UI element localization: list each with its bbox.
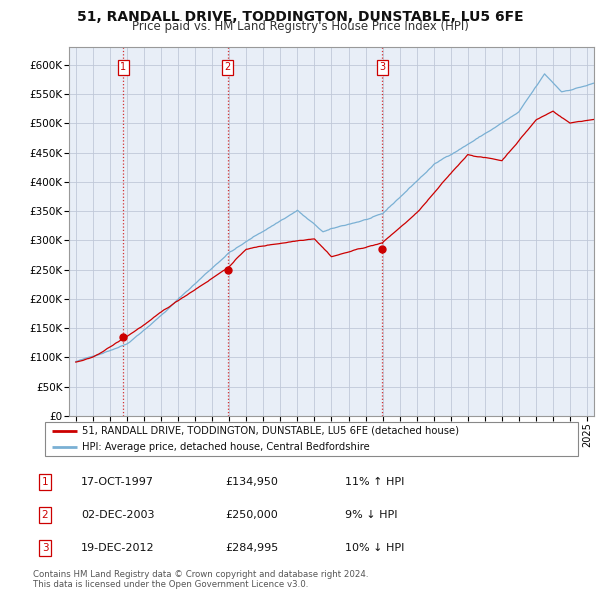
Text: 2: 2 (225, 63, 231, 73)
Text: 1: 1 (121, 63, 127, 73)
Text: 2: 2 (41, 510, 49, 520)
Text: 11% ↑ HPI: 11% ↑ HPI (345, 477, 404, 487)
Text: 9% ↓ HPI: 9% ↓ HPI (345, 510, 398, 520)
Text: 17-OCT-1997: 17-OCT-1997 (81, 477, 154, 487)
Text: Price paid vs. HM Land Registry's House Price Index (HPI): Price paid vs. HM Land Registry's House … (131, 20, 469, 33)
Text: HPI: Average price, detached house, Central Bedfordshire: HPI: Average price, detached house, Cent… (83, 442, 370, 453)
Text: 10% ↓ HPI: 10% ↓ HPI (345, 543, 404, 553)
Text: 02-DEC-2003: 02-DEC-2003 (81, 510, 155, 520)
Text: 51, RANDALL DRIVE, TODDINGTON, DUNSTABLE, LU5 6FE: 51, RANDALL DRIVE, TODDINGTON, DUNSTABLE… (77, 10, 523, 24)
FancyBboxPatch shape (45, 422, 578, 456)
Text: Contains HM Land Registry data © Crown copyright and database right 2024.
This d: Contains HM Land Registry data © Crown c… (33, 570, 368, 589)
Text: £284,995: £284,995 (225, 543, 278, 553)
Text: 3: 3 (379, 63, 385, 73)
Text: 19-DEC-2012: 19-DEC-2012 (81, 543, 155, 553)
Text: 1: 1 (41, 477, 49, 487)
Text: 3: 3 (41, 543, 49, 553)
Text: £250,000: £250,000 (225, 510, 278, 520)
Text: 51, RANDALL DRIVE, TODDINGTON, DUNSTABLE, LU5 6FE (detached house): 51, RANDALL DRIVE, TODDINGTON, DUNSTABLE… (83, 425, 460, 435)
Text: £134,950: £134,950 (225, 477, 278, 487)
